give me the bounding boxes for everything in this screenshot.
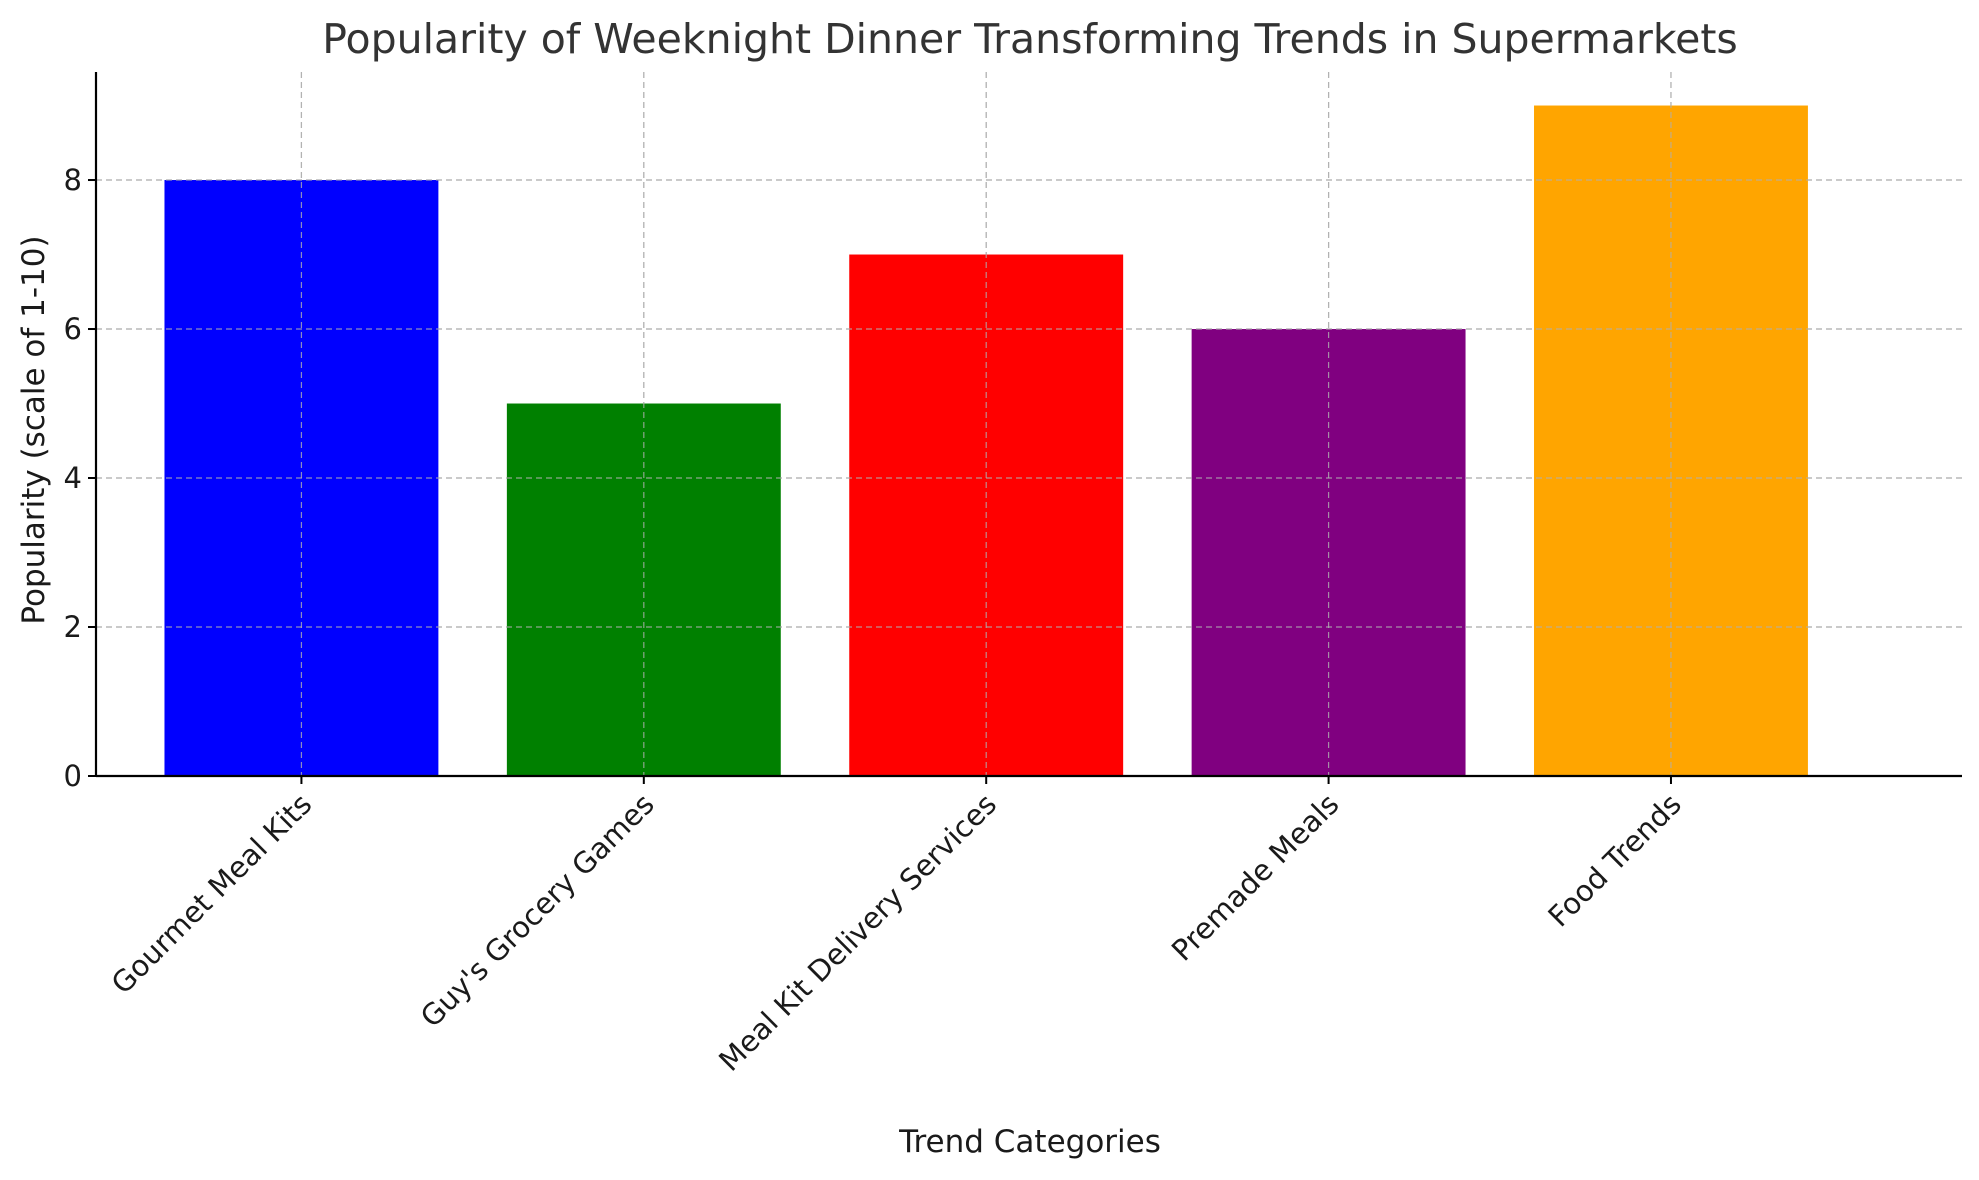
y-tick-label: 8: [64, 163, 82, 197]
x-tick-label: Meal Kit Delivery Services: [712, 787, 1003, 1078]
y-axis-label: Popularity (scale of 1-10): [16, 235, 52, 624]
bars: [164, 105, 1808, 777]
axes: [94, 72, 1962, 778]
y-tick-label: 2: [64, 610, 82, 644]
bar-guy-s-grocery-games: [506, 403, 781, 776]
y-tick-label: 6: [64, 312, 82, 346]
x-axis-label: Trend Categories: [898, 1124, 1161, 1160]
x-tick-label: Food Trends: [1541, 787, 1688, 934]
chart-title: Popularity of Weeknight Dinner Transform…: [322, 15, 1738, 63]
x-tick-label: Guy's Grocery Games: [414, 787, 661, 1034]
y-tick-label: 4: [64, 461, 82, 495]
y-tick-label: 0: [64, 759, 82, 793]
x-tick-label: Gourmet Meal Kits: [105, 787, 319, 1001]
x-tick-label: Premade Meals: [1165, 787, 1346, 968]
